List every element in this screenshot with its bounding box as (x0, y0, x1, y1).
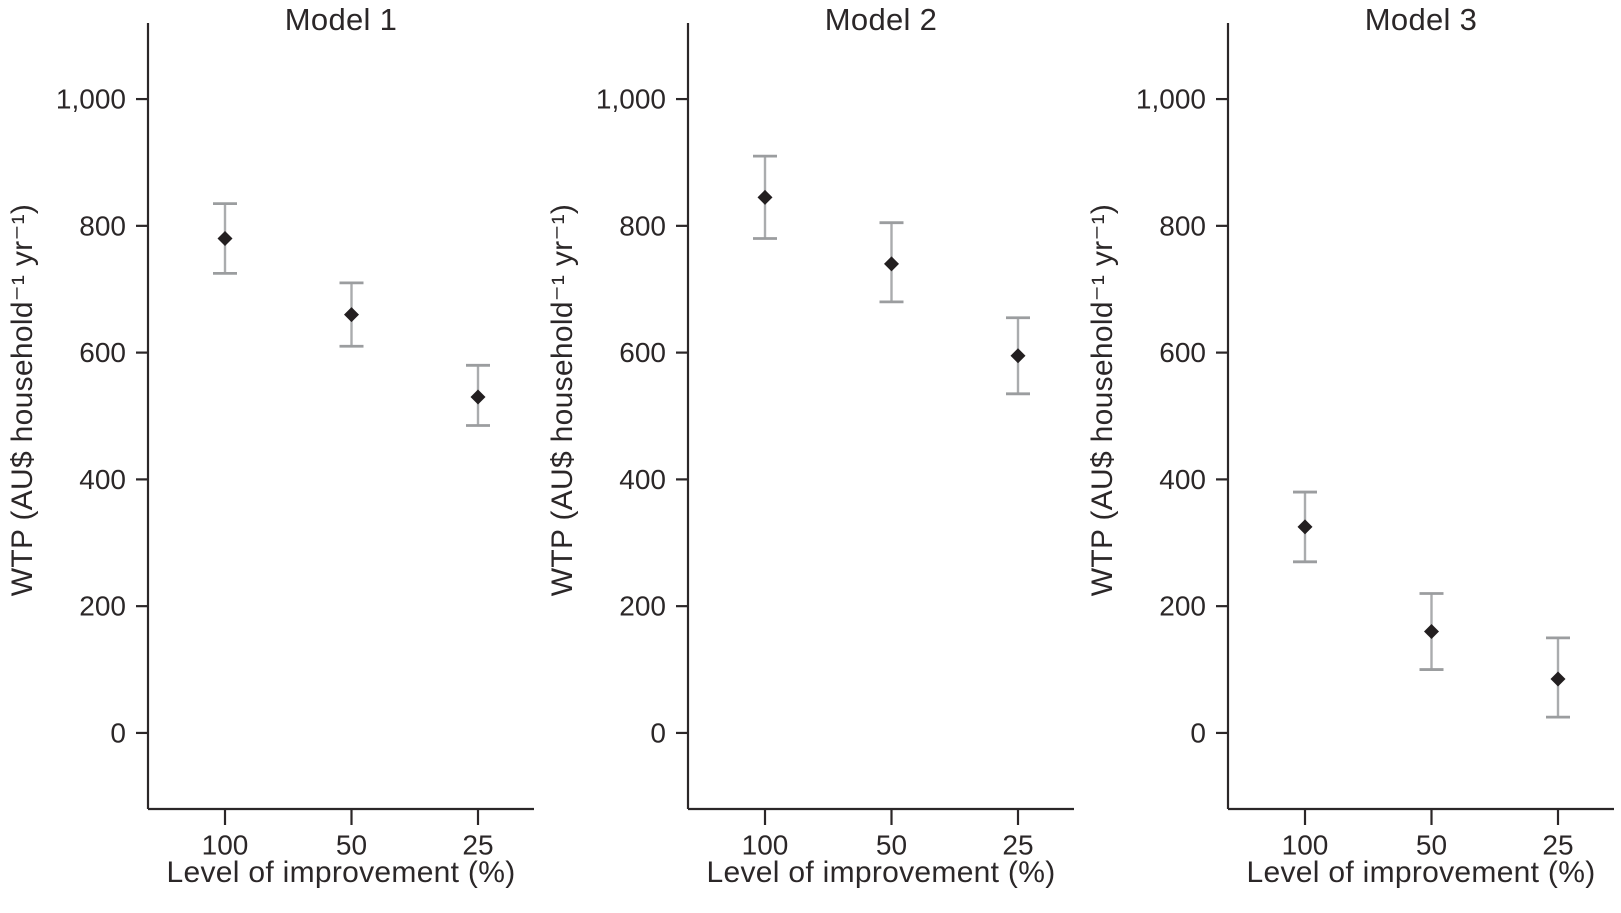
svg-text:400: 400 (1159, 464, 1206, 495)
svg-text:200: 200 (79, 591, 126, 622)
svg-text:25: 25 (1542, 830, 1573, 861)
svg-text:50: 50 (876, 830, 907, 861)
svg-text:200: 200 (1159, 591, 1206, 622)
svg-text:1,000: 1,000 (596, 84, 666, 115)
svg-text:100: 100 (742, 830, 789, 861)
svg-text:50: 50 (1416, 830, 1447, 861)
svg-text:600: 600 (619, 337, 666, 368)
svg-text:0: 0 (1190, 717, 1206, 748)
x-axis-label: Level of improvement (%) (166, 856, 516, 889)
svg-text:0: 0 (110, 717, 126, 748)
svg-text:400: 400 (79, 464, 126, 495)
panel-title: Model 3 (1364, 2, 1478, 37)
panel-title: Model 1 (284, 2, 398, 37)
svg-text:200: 200 (619, 591, 666, 622)
plot-area: 0 200 400 600 800 1,000 100 50 25 (1136, 23, 1614, 861)
svg-text:50: 50 (336, 830, 367, 861)
plot-area: 0 200 400 600 800 1,000 100 50 25 (596, 23, 1074, 861)
chart-panel-model-1: Model 1 WTP (AU$ household⁻¹ yr⁻¹) 0 200 4… (0, 0, 540, 913)
svg-text:400: 400 (619, 464, 666, 495)
svg-text:1,000: 1,000 (1136, 84, 1206, 115)
panel-title: Model 2 (824, 2, 938, 37)
svg-text:100: 100 (1282, 830, 1329, 861)
svg-text:800: 800 (619, 210, 666, 241)
x-axis-label: Level of improvement (%) (706, 856, 1056, 889)
svg-text:1,000: 1,000 (56, 84, 126, 115)
svg-text:25: 25 (462, 830, 493, 861)
chart-panel-model-3: Model 3 WTP (AU$ household⁻¹ yr⁻¹) 0 200 4… (1080, 0, 1620, 913)
x-axis-label: Level of improvement (%) (1246, 856, 1596, 889)
svg-text:100: 100 (202, 830, 249, 861)
svg-text:800: 800 (79, 210, 126, 241)
plot-area: 0 200 400 600 800 1,000 100 50 25 (56, 23, 534, 861)
svg-text:800: 800 (1159, 210, 1206, 241)
svg-text:600: 600 (79, 337, 126, 368)
svg-text:600: 600 (1159, 337, 1206, 368)
svg-text:25: 25 (1002, 830, 1033, 861)
chart-panel-model-2: Model 2 WTP (AU$ household⁻¹ yr⁻¹) 0 200 4… (540, 0, 1080, 913)
svg-text:0: 0 (650, 717, 666, 748)
